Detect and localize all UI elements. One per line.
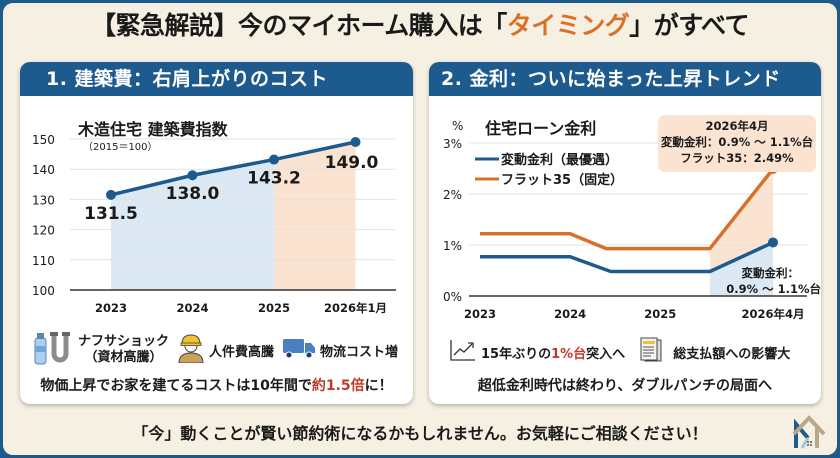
construction-cost-header: 1. 建築費：右肩上がりのコスト: [20, 62, 413, 96]
interest-rate-panel: 2. 金利：ついに始まった上昇トレンド 0% 1% 2% 3% 2023 2024 2025…: [429, 62, 821, 404]
data-point: [269, 154, 279, 165]
trend-up-icon: [449, 338, 477, 366]
shaded-region-fixed: [709, 169, 773, 272]
x-tick-label: 2026年1月: [324, 301, 387, 315]
factor-total-payment: 総支払額への影響大: [639, 337, 790, 367]
interest-rate-header: 2. 金利：ついに始まった上昇トレンド: [429, 62, 821, 96]
construction-cost-panel: 1. 建築費：右肩上がりのコスト 100 110 120 130 140 150 2023 2…: [20, 62, 413, 404]
factor-first-1-percent: 15年ぶりの 1%台 突入へ: [449, 338, 625, 366]
factor-suffix: 突入へ: [586, 346, 626, 362]
construction-cost-chart: 100 110 120 130 140 150 2023 2024 2025 2026年1月 13…: [32, 120, 396, 315]
chart-subtitle: （2015＝100）: [83, 141, 158, 153]
delivery-truck-icon: [282, 336, 316, 364]
shaded-region-past: [111, 159, 274, 290]
shaded-region-recent: [274, 142, 356, 290]
y-tick-label: 130: [32, 193, 55, 207]
legend-label-variable: 変動金利（最優遇）: [501, 152, 618, 168]
data-label: 131.5: [84, 204, 138, 224]
factor-naphtha: ナフサショック （資材高騰）: [32, 330, 169, 370]
x-tick-label: 2024: [176, 301, 208, 315]
x-tick-label: 2025: [258, 301, 290, 315]
y-tick-label: 0%: [443, 290, 462, 304]
chart-title: 木造住宅 建築費指数: [77, 120, 229, 139]
data-label: 149.0: [325, 153, 379, 173]
series-line-fixed: [480, 167, 775, 251]
data-point: [350, 137, 361, 148]
data-label: 143.2: [247, 169, 301, 189]
factor-logistics-label: 物流コスト増: [320, 344, 399, 360]
factor-naphtha-sublabel: （資材高騰）: [84, 350, 163, 365]
series-line-variable: [480, 240, 774, 274]
y-tick-label: 3%: [443, 137, 462, 151]
summary-highlight: 約1.5倍: [311, 378, 365, 394]
data-point-variable: [768, 237, 778, 248]
data-label: 138.0: [166, 184, 220, 204]
x-tick-label: 2023: [95, 301, 127, 315]
factor-prefix: 15年ぶりの: [481, 346, 552, 362]
documents-icon: [639, 337, 663, 367]
title-accent: タイミング: [506, 11, 630, 40]
data-point: [106, 189, 116, 200]
y-tick-label: 2%: [443, 188, 462, 202]
x-tick-label: 2026年4月: [741, 307, 804, 321]
annotation-line-1: 2026年4月: [705, 119, 768, 133]
interest-rate-chart: 0% 1% 2% 3% 2023 2024 2025 2026年4月 % 住宅ローン金利 変動…: [443, 115, 821, 321]
y-tick-label: 150: [32, 133, 55, 147]
x-tick-label: 2023: [464, 307, 496, 321]
factor-logistics: 物流コスト増: [282, 336, 398, 364]
x-tick-label: 2025: [644, 307, 676, 321]
x-tick-label: 2024: [554, 307, 586, 321]
factor-labor: 人件費高騰: [177, 333, 274, 367]
title-suffix: 」がすべて: [629, 11, 750, 40]
variable-rate-note-line-1: 変動金利：: [742, 266, 800, 280]
factor-labor-label: 人件費高騰: [209, 344, 275, 360]
interest-rate-summary: 超低金利時代は終わり、ダブルパンチの局面へ: [477, 378, 773, 394]
annotation-box: [658, 115, 816, 172]
footer-message: 「今」動くことが賢い節約術になるかもしれません。お気軽にご相談ください！: [132, 424, 708, 443]
y-tick-label: 140: [32, 163, 55, 177]
y-tick-label: 110: [32, 254, 55, 268]
water-bottle-and-pipe-icon: [32, 330, 74, 370]
factor-total-payment-label: 総支払額への影響大: [673, 346, 791, 362]
factor-naphtha-label: ナフサショック: [78, 334, 170, 349]
construction-cost-summary: 物価上昇でお家を建てるコストは10年間で約1.5倍に！: [20, 375, 413, 395]
construction-worker-icon: [177, 333, 205, 367]
rate-factors: 15年ぶりの 1%台 突入へ 総支払額への影響大: [449, 337, 790, 367]
factor-highlight: 1%台: [551, 346, 587, 362]
annotation-line-3: フラット35：2.49%: [680, 151, 794, 165]
annotation-line-2: 変動金利：0.9% ～ 1.1%台: [661, 135, 813, 149]
y-tick-label: 120: [32, 224, 55, 238]
shaded-region-variable: [709, 242, 773, 296]
summary-suffix: に！: [364, 378, 393, 394]
variable-rate-note-line-2: 0.9% ～ 1.1%台: [726, 282, 821, 296]
cost-factors: ナフサショック （資材高騰） 人件費高騰: [32, 330, 398, 370]
title-prefix: 【緊急解説】今のマイホーム購入は「: [90, 11, 507, 40]
chart-title: 住宅ローン金利: [485, 119, 596, 138]
house-logo-icon: [790, 414, 826, 454]
legend-label-fixed: フラット35（固定）: [501, 172, 623, 188]
series-line: [110, 140, 356, 197]
data-point: [187, 170, 198, 181]
page-title: 【緊急解説】今のマイホーム購入は「タイミング」がすべて: [0, 6, 840, 42]
y-tick-label: 100: [32, 284, 55, 298]
y-axis-unit: %: [452, 119, 463, 133]
y-tick-label: 1%: [443, 239, 462, 253]
summary-prefix: 物価上昇でお家を建てるコストは10年間で: [40, 378, 312, 394]
